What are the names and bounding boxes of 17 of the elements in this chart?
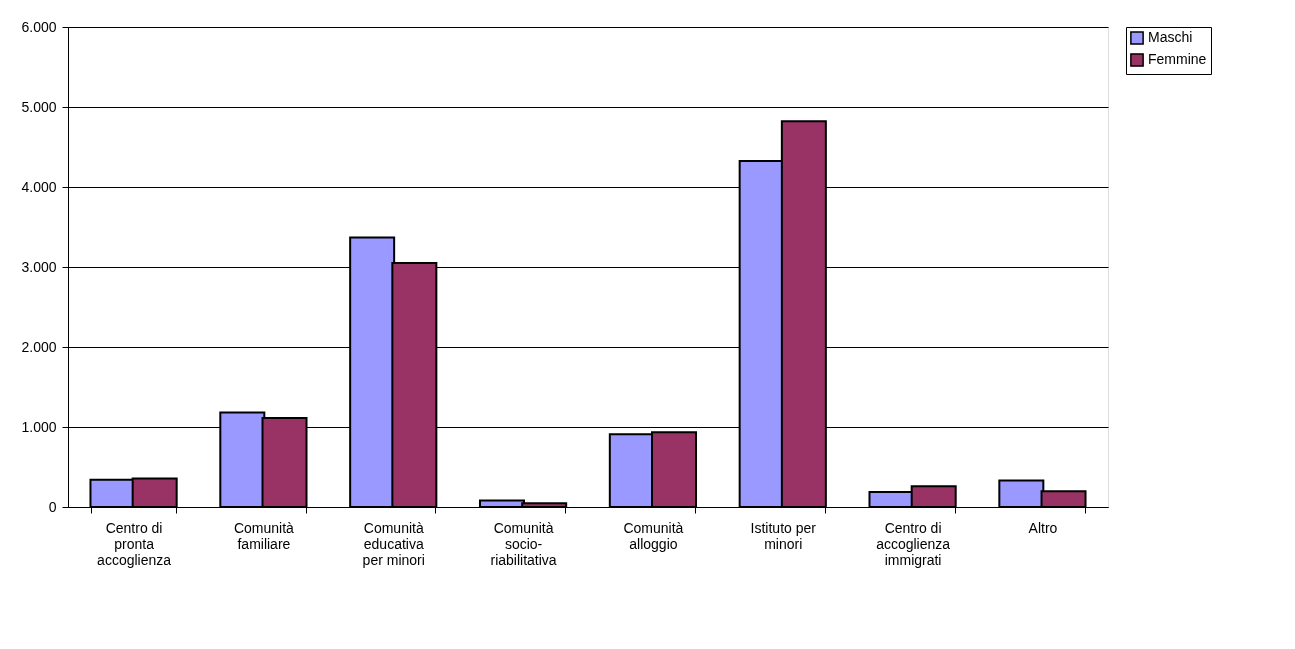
y-tick-label: 0 [48, 498, 57, 515]
x-tick-label: Comunità alloggio [623, 519, 684, 552]
y-tick-label: 2.000 [21, 338, 57, 355]
x-tick-label: Centro di accoglienza immigrati [876, 519, 951, 568]
x-tick-label: Comunità educativa per minori [362, 519, 425, 568]
y-tick-label: 4.000 [21, 178, 57, 195]
legend-label: Maschi [1148, 29, 1193, 45]
y-tick-label: 3.000 [21, 258, 57, 275]
legend-label: Femmine [1148, 51, 1207, 67]
y-tick-label: 1.000 [21, 418, 57, 435]
x-tick-label: Centro di pronta accoglienza [97, 519, 172, 568]
y-tick-label: 5.000 [21, 98, 57, 115]
x-tick-label: Altro [1028, 519, 1058, 536]
x-tick-label: Istituto per minori [750, 519, 817, 552]
x-tick-label: Comunità socio-riabilitativa [490, 519, 557, 568]
x-tick-label: Comunità familiare [233, 519, 295, 552]
y-tick-label: 6.000 [21, 18, 57, 35]
